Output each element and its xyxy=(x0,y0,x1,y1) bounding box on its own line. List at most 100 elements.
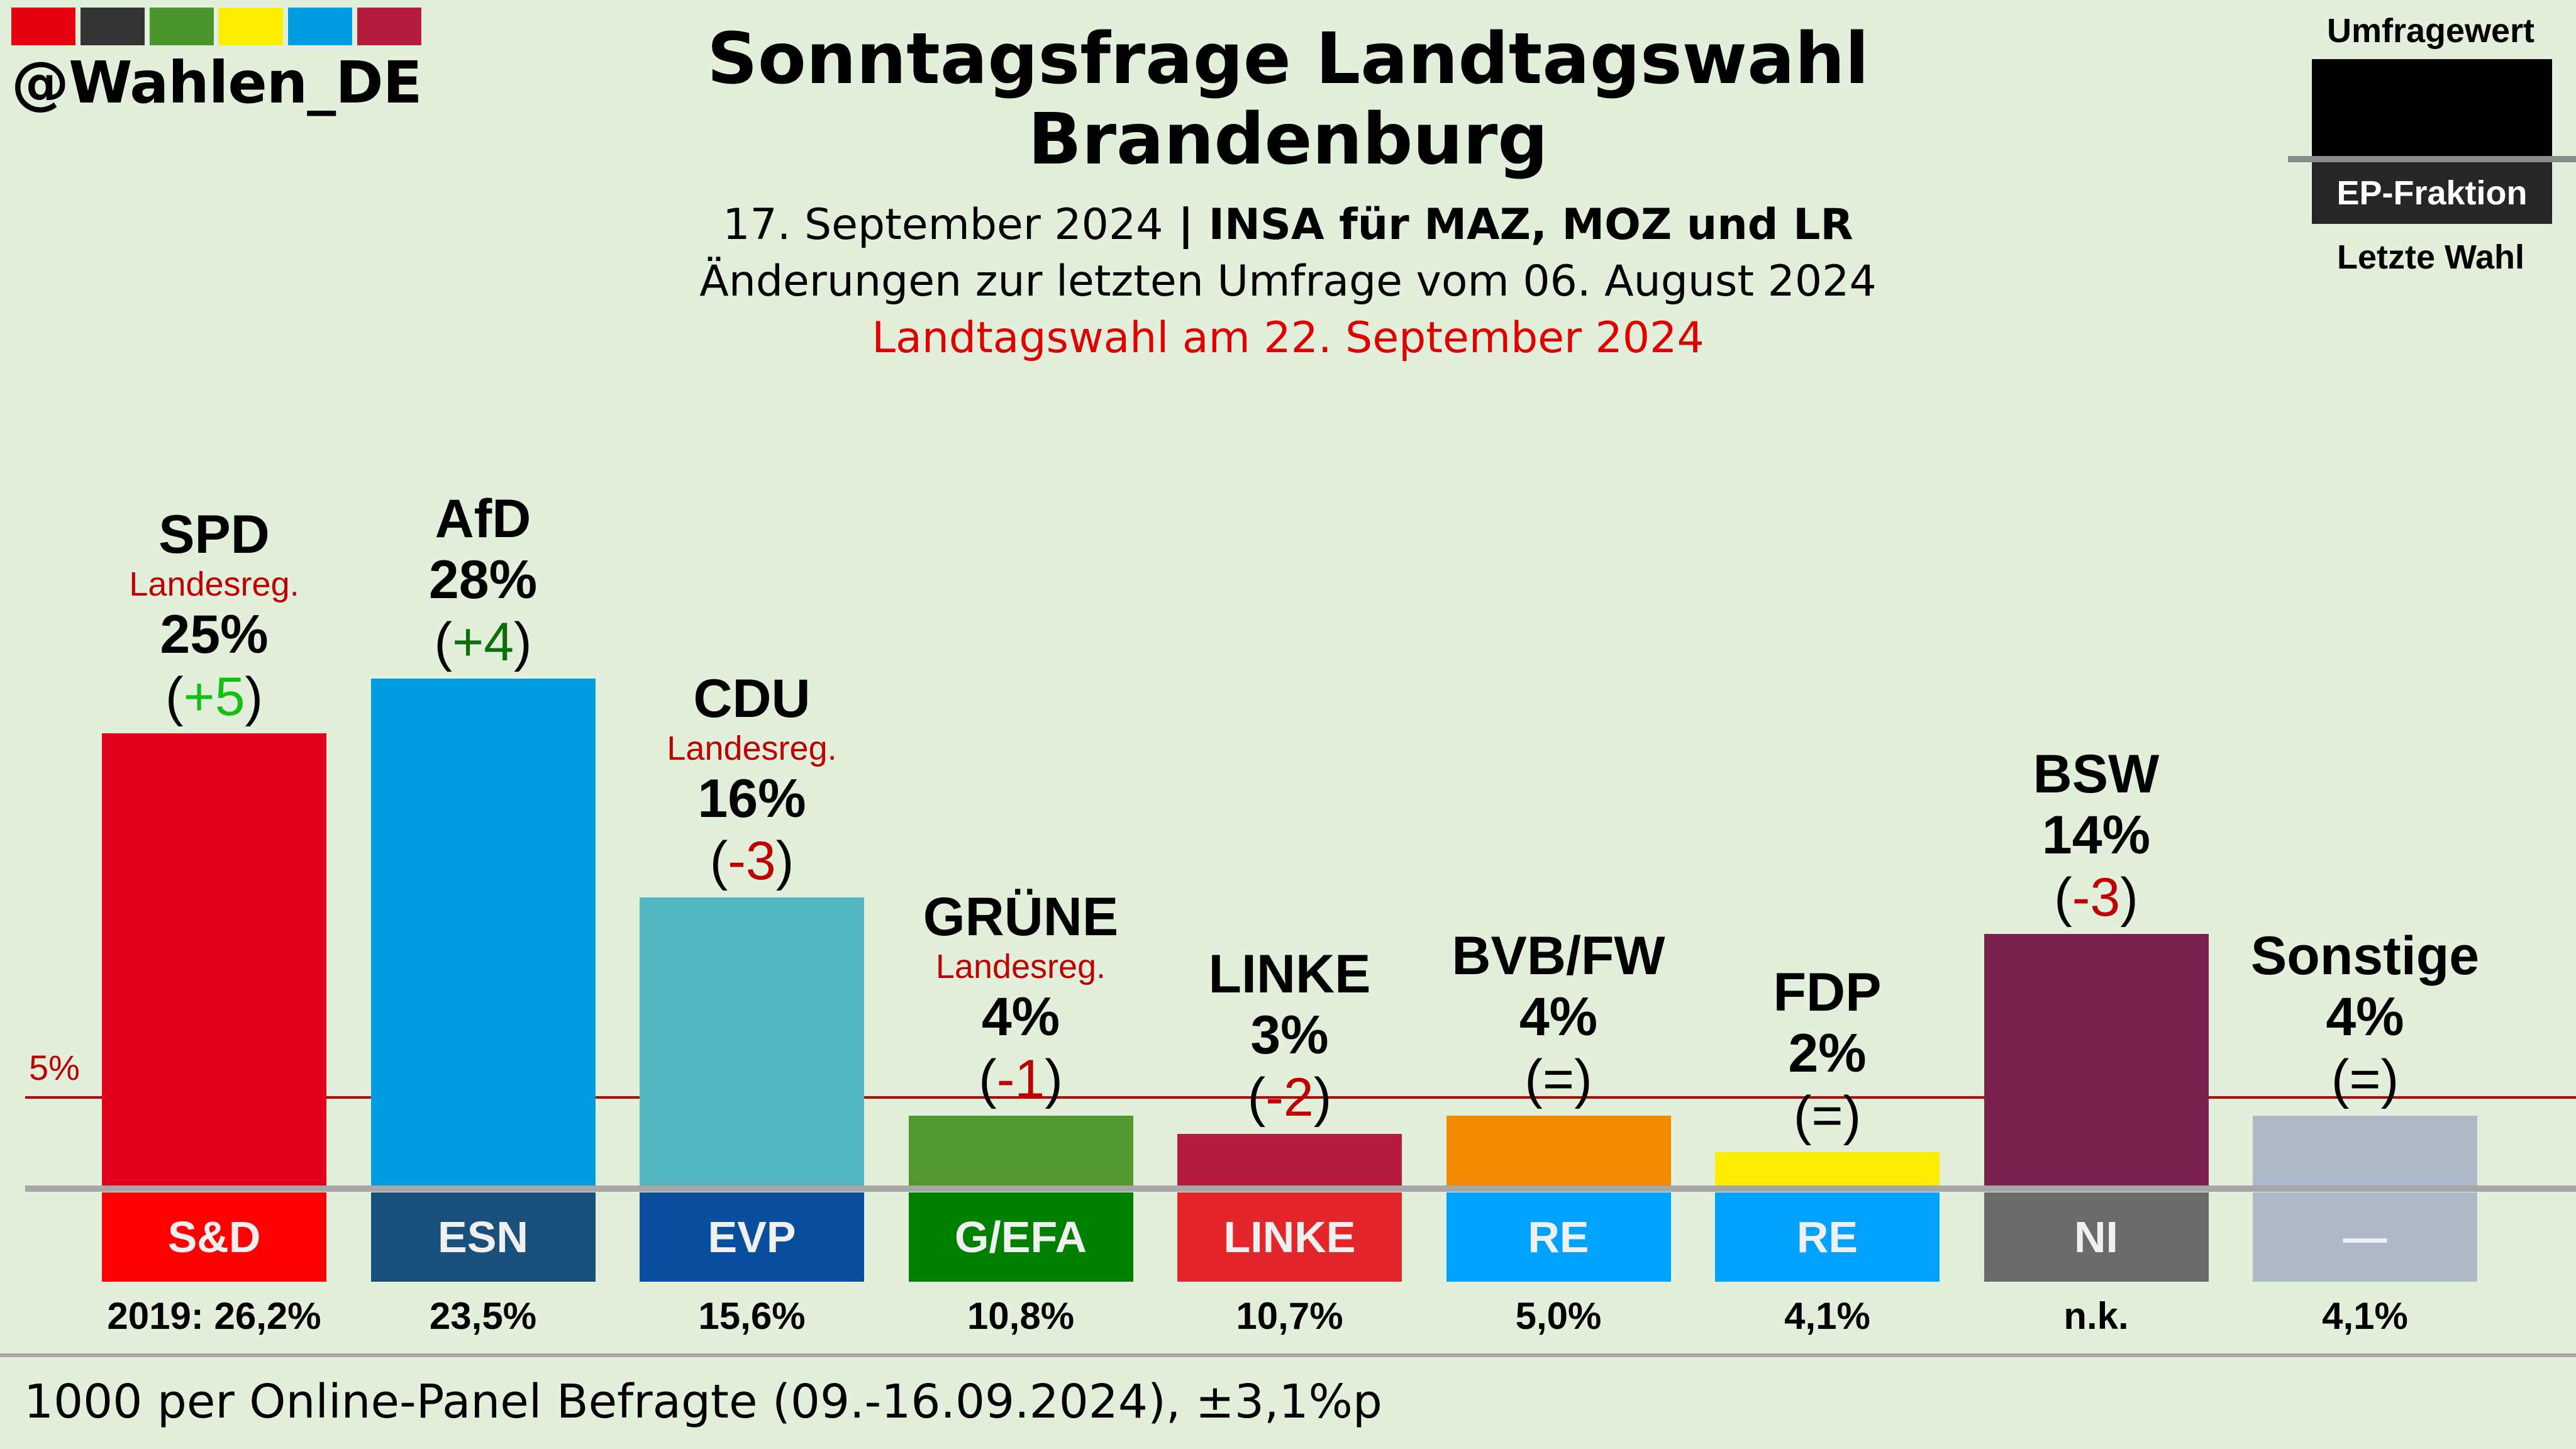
separator: | xyxy=(1163,200,1209,250)
government-badge: Landesreg. xyxy=(667,729,837,767)
subtitle-source: 17. September 2024 | INSA für MAZ, MOZ u… xyxy=(0,200,2576,250)
value-label: 4% xyxy=(2326,987,2404,1048)
change-label: (=) xyxy=(2214,1048,2516,1111)
bar-sonstige xyxy=(2253,1116,2477,1189)
government-badge: Landesreg. xyxy=(935,948,1106,986)
bar-afd xyxy=(370,679,596,1189)
ep-group-bvb-fw: RE xyxy=(1446,1192,1671,1282)
paren-close: ) xyxy=(775,830,794,891)
change-value: = xyxy=(1811,1085,1843,1146)
change-label: (+5) xyxy=(64,665,365,728)
poll-institute: INSA für MAZ, MOZ und LR xyxy=(1208,200,1853,250)
change-value: -1 xyxy=(996,1049,1045,1110)
paren-open: ( xyxy=(1247,1067,1266,1128)
threshold-label: 5% xyxy=(29,1048,80,1088)
paren-open: ( xyxy=(165,667,184,728)
party-label-linke: LINKE 3% (-2) xyxy=(1139,944,1441,1129)
paren-close: ) xyxy=(245,667,264,728)
paren-close: ) xyxy=(2120,867,2138,928)
brand-square-1 xyxy=(80,8,145,45)
government-badge: Landesreg. xyxy=(129,565,299,604)
last-election-bvb-fw: 5,0% xyxy=(1515,1295,1602,1337)
change-value: = xyxy=(2349,1049,2381,1110)
bar-bvb-fw xyxy=(1446,1116,1671,1189)
party-name: GRÜNE xyxy=(923,887,1119,948)
change-value: -3 xyxy=(2072,867,2121,928)
party-name: SPD xyxy=(158,504,270,565)
title-line-1: Sonntagsfrage Landtagswahl xyxy=(707,18,1869,100)
chart-baseline xyxy=(25,1185,2576,1192)
party-name: BSW xyxy=(2033,743,2160,804)
paren-open: ( xyxy=(1793,1085,1812,1146)
last-election-grüne: 10,8% xyxy=(967,1295,1075,1337)
brand-color-squares xyxy=(11,8,421,45)
party-label-sonstige: Sonstige 4% (=) xyxy=(2214,926,2516,1111)
paren-close: ) xyxy=(2380,1049,2399,1110)
bar-bsw xyxy=(1984,933,2209,1189)
value-label: 14% xyxy=(2041,804,2151,865)
party-label-bsw: BSW 14% (-3) xyxy=(1945,744,2247,929)
ep-group-spd: S&D xyxy=(102,1192,326,1282)
value-label: 4% xyxy=(1519,987,1598,1048)
brand-square-3 xyxy=(219,8,283,45)
ep-group-linke: LINKE xyxy=(1177,1192,1402,1282)
paren-open: ( xyxy=(434,612,452,673)
party-label-spd: SPD Landesreg. 25% (+5) xyxy=(64,504,365,728)
legend-ep-box: EP-Fraktion xyxy=(2312,162,2552,224)
title-line-2: Brandenburg xyxy=(1028,99,1548,180)
paren-open: ( xyxy=(1524,1049,1543,1110)
bar-fdp xyxy=(1715,1152,1940,1189)
last-election-sonstige: 4,1% xyxy=(2322,1295,2408,1337)
change-label: (-2) xyxy=(1139,1066,1441,1129)
change-label: (-3) xyxy=(601,830,903,892)
party-label-bvb-fw: BVB/FW 4% (=) xyxy=(1407,926,1709,1111)
change-value: -2 xyxy=(1265,1067,1314,1128)
value-label: 16% xyxy=(697,768,806,829)
paren-close: ) xyxy=(514,612,532,673)
brand-square-0 xyxy=(11,8,75,45)
brand-square-2 xyxy=(150,8,214,45)
party-name: LINKE xyxy=(1208,944,1371,1005)
change-label: (=) xyxy=(1407,1048,1709,1111)
value-label: 28% xyxy=(428,550,538,611)
legend-poll-swatch xyxy=(2312,59,2552,157)
brand-handle: @Wahlen_DE xyxy=(11,49,422,116)
value-label: 4% xyxy=(981,987,1060,1048)
paren-close: ) xyxy=(1313,1067,1332,1128)
bar-cdu xyxy=(640,897,864,1189)
paren-open: ( xyxy=(2331,1049,2350,1110)
change-value: +5 xyxy=(183,667,245,728)
paren-open: ( xyxy=(979,1049,997,1110)
brand-square-5 xyxy=(357,8,421,45)
changes-note: Änderungen zur letzten Umfrage vom 06. A… xyxy=(699,257,1877,306)
party-name: BVB/FW xyxy=(1452,926,1665,987)
party-label-afd: AfD 28% (+4) xyxy=(332,489,634,674)
change-label: (+4) xyxy=(332,611,634,674)
threshold-line xyxy=(25,1096,2576,1099)
ep-group-fdp: RE xyxy=(1715,1192,1940,1282)
party-name: Sonstige xyxy=(2250,926,2480,987)
ep-group-cdu: EVP xyxy=(640,1192,864,1282)
bar-grüne xyxy=(908,1116,1133,1189)
legend-baseline xyxy=(2288,156,2576,162)
ep-group-bsw: NI xyxy=(1984,1192,2209,1282)
brand-square-4 xyxy=(288,8,352,45)
change-value: +4 xyxy=(452,612,514,673)
paren-close: ) xyxy=(1045,1049,1063,1110)
paren-close: ) xyxy=(1574,1049,1592,1110)
bar-spd xyxy=(102,733,326,1189)
change-label: (=) xyxy=(1677,1084,1979,1147)
ep-group-afd: ESN xyxy=(370,1192,596,1282)
legend-last-election-label: Letzte Wahl xyxy=(2336,238,2524,276)
party-name: FDP xyxy=(1773,962,1882,1023)
last-election-spd: 2019: 26,2% xyxy=(107,1295,321,1337)
change-value: = xyxy=(1542,1049,1575,1110)
party-label-fdp: FDP 2% (=) xyxy=(1677,962,1979,1147)
last-election-cdu: 15,6% xyxy=(698,1295,806,1337)
change-value: -3 xyxy=(728,830,776,891)
paren-close: ) xyxy=(1843,1085,1862,1146)
last-election-fdp: 4,1% xyxy=(1784,1295,1870,1337)
poll-date: 17. September 2024 xyxy=(723,200,1163,250)
ep-group-sonstige: — xyxy=(2253,1192,2477,1282)
footer-divider xyxy=(0,1353,2576,1357)
